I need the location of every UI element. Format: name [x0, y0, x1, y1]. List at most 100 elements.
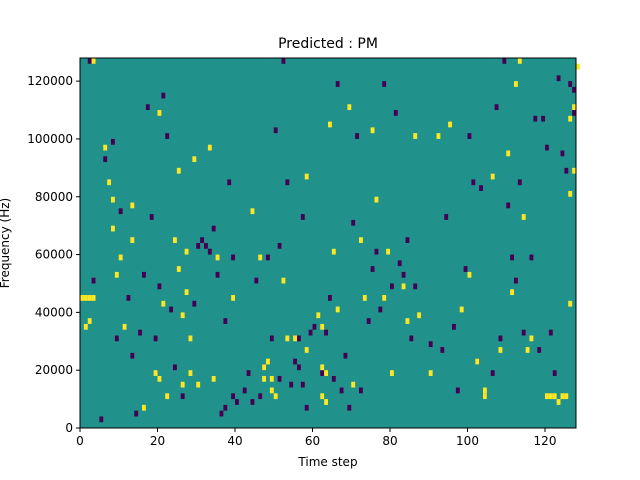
heatmap-cell-low	[556, 75, 561, 82]
heatmap-cell-low	[149, 214, 154, 220]
heatmap-cell-low	[223, 318, 228, 324]
heatmap-cell-low	[192, 300, 197, 307]
heatmap-cell-low	[405, 237, 410, 243]
y-tick-label: 0	[65, 421, 73, 435]
heatmap-cell-high	[80, 295, 84, 301]
heatmap-cell-low	[211, 225, 216, 232]
heatmap-cell-high	[207, 144, 212, 151]
heatmap-cell-low	[277, 375, 282, 382]
heatmap-cell-low	[242, 387, 247, 394]
heatmap-cell-high	[83, 323, 88, 330]
heatmap-cell-high	[347, 104, 352, 111]
heatmap-cells	[80, 58, 580, 423]
x-tick-label: 20	[150, 434, 165, 448]
heatmap-cell-low	[87, 58, 92, 64]
heatmap-cell-low	[196, 243, 201, 249]
heatmap-cell-high	[269, 387, 274, 394]
heatmap-cell-low	[366, 318, 371, 324]
heatmap-cell-low	[444, 214, 449, 220]
heatmap-cell-high	[320, 323, 325, 330]
heatmap-cell-high	[335, 306, 340, 313]
heatmap-cell-high	[188, 370, 193, 376]
heatmap-cell-low	[114, 335, 119, 342]
x-tick-label: 80	[382, 434, 397, 448]
heatmap-cell-low	[219, 410, 224, 417]
heatmap-cell-high	[184, 289, 189, 296]
y-tick-label: 120000	[27, 74, 73, 88]
heatmap-cell-high	[176, 266, 181, 272]
heatmap-cell-high	[273, 393, 278, 400]
heatmap-cell-low	[277, 243, 282, 249]
heatmap-cell-low	[281, 58, 286, 64]
heatmap-cell-high	[320, 393, 325, 400]
heatmap-cell-high	[568, 115, 573, 122]
heatmap-cell-high	[498, 347, 503, 353]
heatmap-cell-high	[114, 271, 119, 278]
heatmap-cell-high	[390, 370, 394, 376]
heatmap-cell-low	[324, 329, 329, 336]
heatmap-cell-high	[401, 283, 406, 290]
heatmap-cell-low	[455, 387, 460, 394]
heatmap-cell-low	[440, 347, 445, 353]
heatmap-cell-low	[331, 375, 336, 382]
heatmap-cell-high	[572, 167, 577, 174]
heatmap-cell-low	[382, 81, 387, 87]
heatmap-cell-low	[246, 370, 251, 376]
heatmap-cell-low	[126, 295, 131, 301]
heatmap-cell-low	[548, 329, 553, 336]
heatmap-cell-low	[521, 329, 526, 336]
heatmap-cell-low	[510, 254, 515, 261]
heatmap-cell-high	[157, 375, 162, 382]
heatmap-cell-low	[173, 364, 177, 371]
heatmap-cell-high	[316, 312, 321, 319]
heatmap-cell-low	[231, 254, 236, 261]
heatmap-cell-high	[184, 248, 189, 255]
heatmap-cell-high	[262, 375, 267, 382]
heatmap-cell-high	[192, 156, 197, 163]
heatmap-cell-high	[293, 335, 298, 342]
heatmap-cell-low	[142, 271, 146, 278]
heatmap-cell-high	[568, 190, 573, 197]
heatmap-cell-high	[161, 300, 166, 307]
heatmap-cell-low	[103, 156, 108, 163]
heatmap-cell-high	[545, 393, 549, 400]
y-tick-label: 80000	[35, 190, 73, 204]
heatmap-cell-low	[390, 283, 394, 290]
heatmap-cell-low	[560, 150, 565, 157]
heatmap-cell-low	[568, 81, 573, 87]
heatmap-cell-high	[556, 399, 561, 405]
heatmap-cell-low	[564, 167, 569, 174]
heatmap-cell-high	[517, 58, 522, 64]
heatmap-cell-high	[231, 295, 236, 301]
heatmap-cell-high	[281, 277, 286, 284]
heatmap-cell-low	[347, 404, 352, 411]
heatmap-cell-high	[328, 121, 332, 128]
heatmap-cell-low	[378, 306, 383, 313]
heatmap-cell-high	[285, 335, 290, 342]
heatmap-cell-low	[111, 138, 115, 145]
heatmap-cell-low	[118, 208, 123, 215]
heatmap-cell-high	[324, 399, 329, 405]
heatmap-cell-low	[304, 404, 309, 411]
heatmap-cell-low	[153, 335, 158, 342]
heatmap-cell-low	[401, 271, 406, 278]
heatmap-cell-high	[196, 381, 201, 388]
heatmap-cell-low	[320, 370, 325, 376]
heatmap-cell-high	[351, 381, 356, 388]
heatmap-cell-high	[188, 335, 193, 342]
heatmap-cell-low	[355, 133, 360, 139]
heatmap-cell-high	[87, 318, 92, 324]
heatmap-cell-low	[514, 277, 518, 284]
heatmap-cell-high	[552, 393, 557, 400]
heatmap-cell-high	[111, 225, 115, 232]
heatmap-cell-high	[304, 173, 309, 180]
heatmap-cell-low	[165, 133, 170, 139]
y-tick-label: 40000	[35, 305, 73, 319]
heatmap-cell-high	[370, 127, 375, 134]
heatmap-cell-low	[533, 115, 538, 122]
heatmap-cell-high	[215, 254, 220, 261]
heatmap-cell-high	[483, 393, 487, 400]
heatmap-cell-high	[118, 254, 123, 261]
heatmap-cell-high	[564, 393, 569, 400]
